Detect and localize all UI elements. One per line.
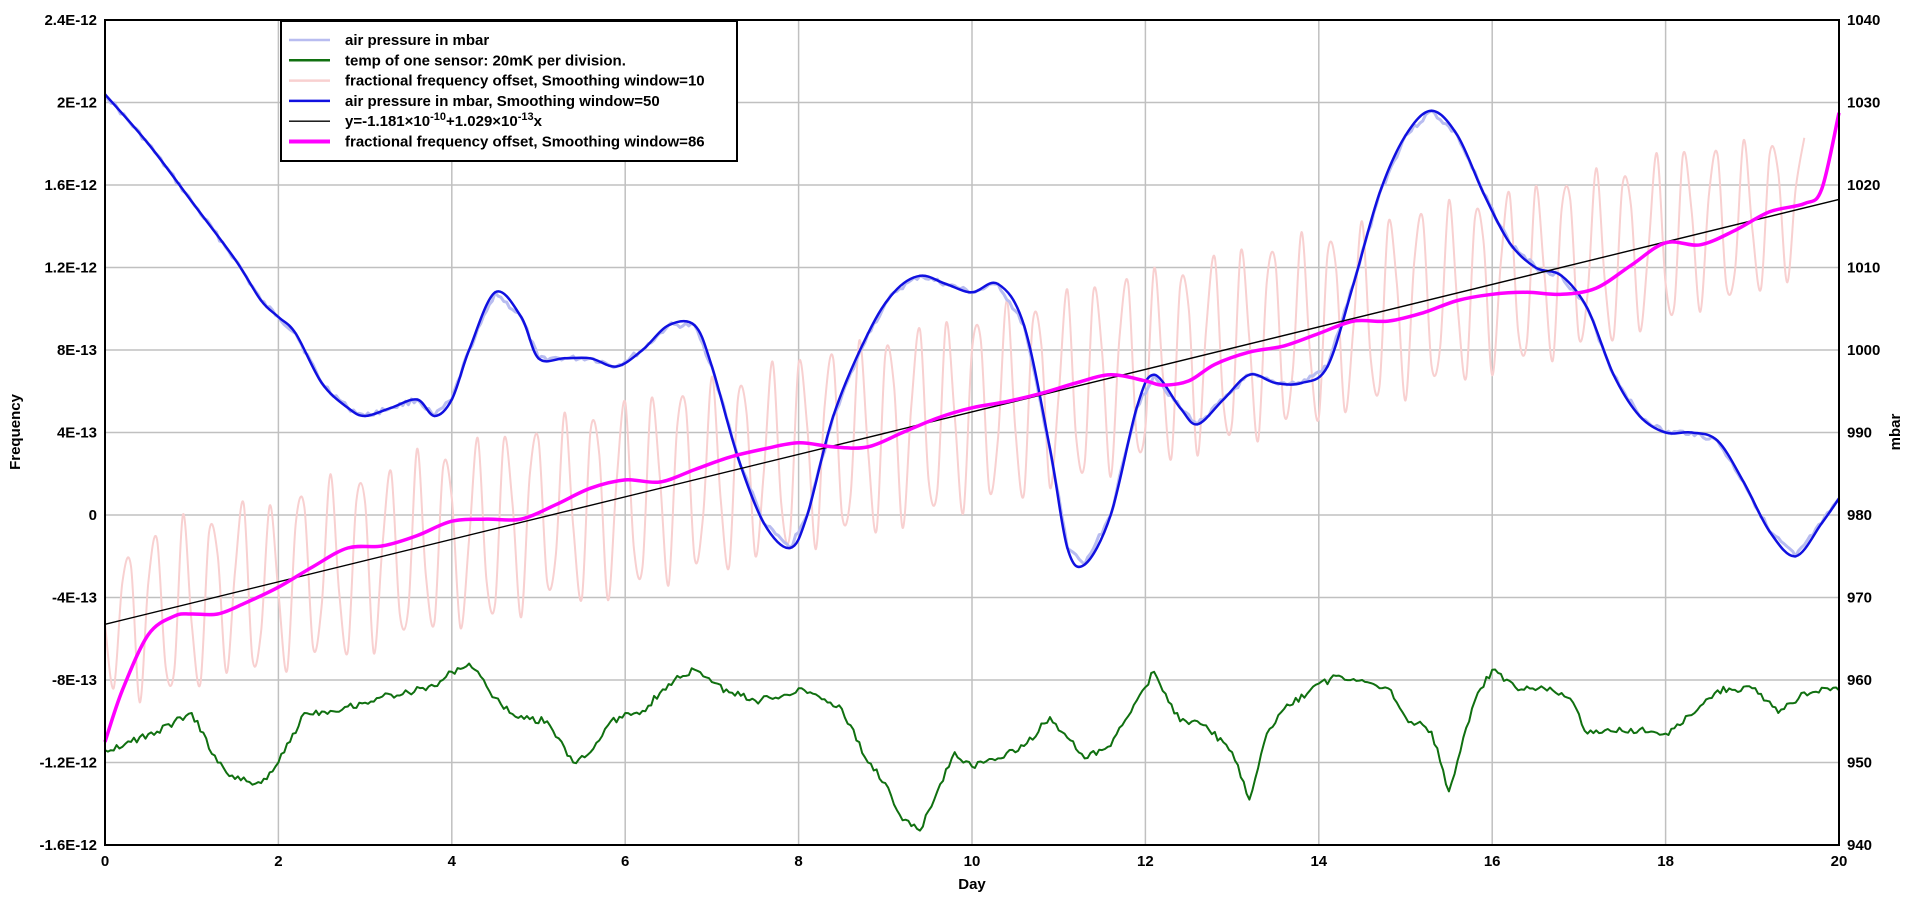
- y-tick-label: 2.4E-12: [44, 12, 97, 29]
- legend-label: air pressure in mbar, Smoothing window=5…: [345, 93, 660, 110]
- y2-tick-label: 1010: [1847, 260, 1880, 277]
- x-axis-title: Day: [958, 876, 986, 893]
- legend-box: [280, 20, 738, 162]
- y-tick-label: -8E-13: [52, 672, 97, 689]
- y2-tick-label: 950: [1847, 755, 1872, 772]
- legend-label: fractional frequency offset, Smoothing w…: [345, 134, 705, 151]
- x-tick-label: 2: [274, 853, 282, 870]
- series-layer: [103, 93, 1841, 832]
- plot-frame: [104, 19, 1840, 846]
- series-temp-sensor: [104, 662, 1840, 832]
- y-tick-label: 1.6E-12: [44, 177, 97, 194]
- y-tick-label: -4E-13: [52, 590, 97, 607]
- y2-tick-label: 1040: [1847, 12, 1880, 29]
- legend-label: y=-1.181×10-10+1.029×10-13x: [345, 111, 543, 130]
- y2-axis-title: mbar: [1887, 414, 1904, 451]
- y-tick-label: 8E-13: [57, 342, 97, 359]
- y2-tick-label: 1020: [1847, 177, 1880, 194]
- x-tick-label: 0: [101, 853, 109, 870]
- series-ffo-smoothing-86: [103, 112, 1841, 743]
- x-tick-label: 4: [448, 853, 457, 870]
- x-tick-label: 18: [1657, 853, 1674, 870]
- series-air-pressure-smoothing-50: [104, 93, 1841, 569]
- y2-tick-label: 1030: [1847, 95, 1880, 112]
- y-tick-label: 1.2E-12: [44, 260, 97, 277]
- y2-tick-label: 960: [1847, 672, 1872, 689]
- legend-label: air pressure in mbar: [345, 32, 489, 49]
- legend-label: fractional frequency offset, Smoothing w…: [345, 73, 705, 90]
- y2-tick-label: 990: [1847, 425, 1872, 442]
- y-tick-label: -1.6E-12: [39, 837, 97, 854]
- y-axis-title: Frequency: [7, 393, 24, 470]
- y2-tick-label: 1000: [1847, 342, 1880, 359]
- series-linear-fit: [104, 198, 1840, 625]
- ticks: 0 2 4 6 8 10 12 14 16 18 20 -1.6E-12 -1.2E-12 -8E-13 -…: [39, 12, 1880, 870]
- y-tick-label: 4E-13: [57, 425, 97, 442]
- x-tick-label: 6: [621, 853, 629, 870]
- x-tick-label: 12: [1137, 853, 1154, 870]
- x-tick-label: 16: [1484, 853, 1501, 870]
- x-tick-label: 8: [794, 853, 802, 870]
- y-tick-label: 0: [89, 507, 97, 524]
- series-ffo-smoothing-10: [104, 137, 1806, 704]
- x-tick-label: 14: [1310, 853, 1327, 870]
- y2-tick-label: 940: [1847, 837, 1872, 854]
- x-tick-label: 20: [1831, 853, 1848, 870]
- legend: air pressure in mbar temp of one sensor: …: [280, 20, 738, 162]
- x-tick-label: 10: [964, 853, 981, 870]
- legend-label: temp of one sensor: 20mK per division.: [345, 52, 626, 69]
- y2-tick-label: 980: [1847, 507, 1872, 524]
- y2-tick-label: 970: [1847, 590, 1872, 607]
- y-tick-label: -1.2E-12: [39, 755, 97, 772]
- y-tick-label: 2E-12: [57, 95, 97, 112]
